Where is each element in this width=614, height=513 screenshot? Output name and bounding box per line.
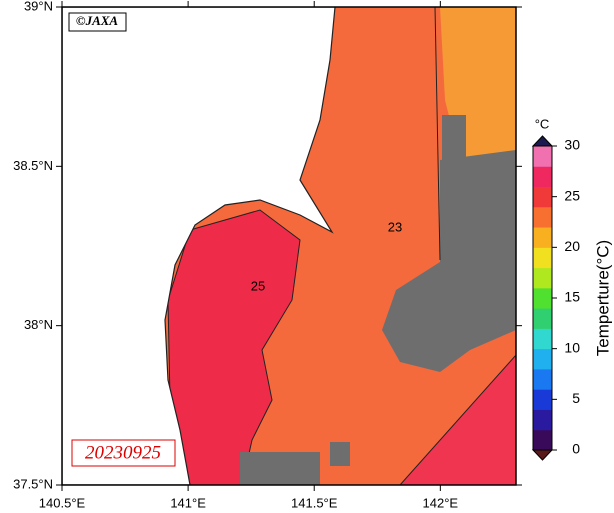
date-box xyxy=(71,439,176,467)
colorbar-band xyxy=(533,389,552,410)
colorbar-tick-label: 10 xyxy=(564,339,580,355)
colorbar-title: Temperture(°C) xyxy=(593,240,612,356)
colorbar-band xyxy=(533,267,552,289)
colorbar-tick-label: 30 xyxy=(564,137,580,153)
colorbar-top-arrow xyxy=(531,135,554,147)
credit: ©JAXA xyxy=(76,13,119,28)
colorbar-band xyxy=(533,287,552,309)
colorbar-tick-label: 20 xyxy=(564,238,580,254)
colorbar-band xyxy=(533,146,552,167)
credit-box xyxy=(68,12,127,32)
colorbar-band xyxy=(533,429,552,451)
contour-line xyxy=(434,7,441,261)
cloud xyxy=(382,150,516,372)
land xyxy=(62,7,336,485)
cloud xyxy=(442,115,466,160)
colorbar-band xyxy=(533,166,552,188)
contour-label: 25 xyxy=(251,278,265,293)
lon-tick-label: 140.5°E xyxy=(39,495,86,510)
map-frame xyxy=(61,6,517,486)
lat-tick-label: 38°N xyxy=(24,317,53,332)
colorbar-tick-label: 15 xyxy=(564,289,580,305)
colorbar-band xyxy=(533,206,552,228)
lon-tick-label: 141°E xyxy=(170,495,206,510)
colorbar-band xyxy=(533,186,552,208)
contour-label: 23 xyxy=(388,219,402,234)
lon-tick-label: 142°E xyxy=(423,495,459,510)
colorbar-tick-label: 5 xyxy=(572,390,580,406)
date: 20230925 xyxy=(85,442,161,463)
colorbar-band xyxy=(533,368,552,390)
map-area xyxy=(62,7,516,485)
colorbar-unit: °C xyxy=(535,116,550,131)
colorbar-band xyxy=(533,308,552,329)
colorbar-band xyxy=(533,328,552,350)
sea-hot xyxy=(167,209,301,485)
sea-hot xyxy=(399,354,516,485)
lat-tick-label: 39°N xyxy=(24,0,53,13)
lat-tick-label: 38.5°N xyxy=(13,158,53,173)
cloud xyxy=(330,442,350,466)
cloud xyxy=(240,452,320,485)
colorbar-band xyxy=(533,348,552,370)
colorbar-tick-label: 25 xyxy=(564,187,580,203)
lon-tick-label: 141.5°E xyxy=(291,495,338,510)
lat-tick-label: 37.5°N xyxy=(13,476,53,491)
colorbar-band xyxy=(533,227,552,248)
colorbar-tick-label: 0 xyxy=(572,441,580,457)
colorbar-band xyxy=(533,247,552,269)
colorbar-bottom-arrow xyxy=(531,449,554,461)
colorbar-band xyxy=(533,409,552,431)
